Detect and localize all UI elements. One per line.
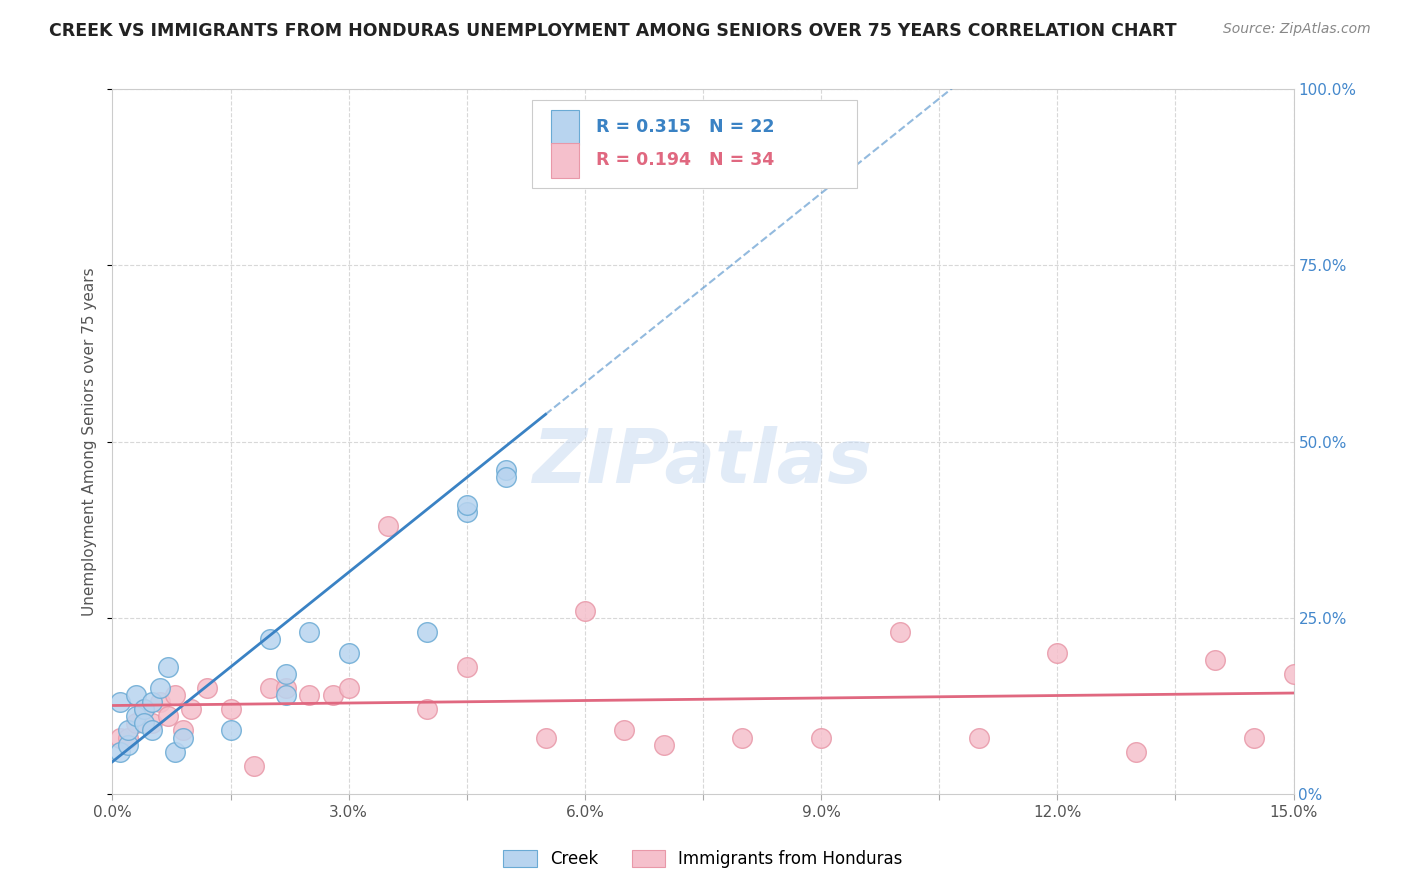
Point bbox=[574, 604, 596, 618]
Point bbox=[195, 681, 218, 696]
Point bbox=[117, 723, 139, 738]
Point bbox=[652, 738, 675, 752]
Point bbox=[132, 716, 155, 731]
Point bbox=[243, 758, 266, 772]
Point bbox=[149, 681, 172, 696]
Point bbox=[141, 716, 163, 731]
Point bbox=[125, 688, 148, 702]
Point bbox=[337, 646, 360, 660]
Point bbox=[495, 469, 517, 483]
Point bbox=[117, 731, 139, 745]
Point bbox=[1204, 653, 1226, 667]
Point bbox=[298, 624, 321, 639]
Point bbox=[172, 731, 194, 745]
Point bbox=[456, 498, 478, 512]
Point bbox=[219, 723, 242, 738]
Point bbox=[495, 463, 517, 477]
Point bbox=[110, 731, 132, 745]
Point bbox=[125, 709, 148, 723]
Point bbox=[416, 624, 439, 639]
Point bbox=[1282, 667, 1305, 681]
Point bbox=[132, 702, 155, 716]
Text: R = 0.194   N = 34: R = 0.194 N = 34 bbox=[596, 152, 773, 169]
Point bbox=[125, 716, 148, 731]
Point bbox=[165, 745, 187, 759]
Point bbox=[180, 702, 202, 716]
Point bbox=[172, 723, 194, 738]
Point bbox=[377, 519, 399, 533]
Y-axis label: Unemployment Among Seniors over 75 years: Unemployment Among Seniors over 75 years bbox=[82, 268, 97, 615]
Point bbox=[456, 505, 478, 519]
Point bbox=[613, 723, 636, 738]
Point bbox=[156, 660, 179, 674]
FancyBboxPatch shape bbox=[531, 100, 856, 188]
Point bbox=[534, 731, 557, 745]
Point bbox=[889, 624, 911, 639]
Point bbox=[110, 695, 132, 709]
Point bbox=[1125, 745, 1147, 759]
Point bbox=[967, 731, 990, 745]
Point bbox=[298, 688, 321, 702]
Point bbox=[156, 709, 179, 723]
Text: Source: ZipAtlas.com: Source: ZipAtlas.com bbox=[1223, 22, 1371, 37]
Text: CREEK VS IMMIGRANTS FROM HONDURAS UNEMPLOYMENT AMONG SENIORS OVER 75 YEARS CORRE: CREEK VS IMMIGRANTS FROM HONDURAS UNEMPL… bbox=[49, 22, 1177, 40]
Point bbox=[141, 695, 163, 709]
Point bbox=[322, 688, 344, 702]
Point bbox=[274, 688, 297, 702]
Point bbox=[149, 695, 172, 709]
Point bbox=[259, 632, 281, 646]
Point bbox=[219, 702, 242, 716]
FancyBboxPatch shape bbox=[551, 143, 579, 178]
Point bbox=[1243, 731, 1265, 745]
Point bbox=[117, 738, 139, 752]
Point bbox=[274, 681, 297, 696]
Point bbox=[1046, 646, 1069, 660]
Text: R = 0.315   N = 22: R = 0.315 N = 22 bbox=[596, 119, 775, 136]
Point bbox=[259, 681, 281, 696]
Point bbox=[141, 723, 163, 738]
Legend: Creek, Immigrants from Honduras: Creek, Immigrants from Honduras bbox=[496, 843, 910, 875]
Point bbox=[416, 702, 439, 716]
Point bbox=[337, 681, 360, 696]
Point bbox=[132, 702, 155, 716]
Point bbox=[110, 745, 132, 759]
Point bbox=[165, 688, 187, 702]
Point bbox=[456, 660, 478, 674]
FancyBboxPatch shape bbox=[551, 110, 579, 145]
Point bbox=[810, 731, 832, 745]
Point bbox=[274, 667, 297, 681]
Text: ZIPatlas: ZIPatlas bbox=[533, 426, 873, 500]
Point bbox=[731, 731, 754, 745]
Point bbox=[534, 103, 557, 118]
